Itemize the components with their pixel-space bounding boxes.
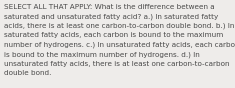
Text: acids, there is at least one carbon-to-carbon double bond. b.) In: acids, there is at least one carbon-to-c…	[4, 23, 235, 29]
Text: saturated and unsaturated fatty acid? a.) In saturated fatty: saturated and unsaturated fatty acid? a.…	[4, 13, 219, 20]
Text: double bond.: double bond.	[4, 70, 52, 76]
Text: saturated fatty acids, each carbon is bound to the maximum: saturated fatty acids, each carbon is bo…	[4, 32, 223, 38]
Text: number of hydrogens. c.) In unsaturated fatty acids, each carbon: number of hydrogens. c.) In unsaturated …	[4, 42, 235, 48]
Text: SELECT ALL THAT APPLY: What is the difference between a: SELECT ALL THAT APPLY: What is the diffe…	[4, 4, 215, 10]
Text: unsaturated fatty acids, there is at least one carbon-to-carbon: unsaturated fatty acids, there is at lea…	[4, 61, 230, 67]
Text: is bound to the maximum number of hydrogens. d.) In: is bound to the maximum number of hydrog…	[4, 51, 200, 58]
